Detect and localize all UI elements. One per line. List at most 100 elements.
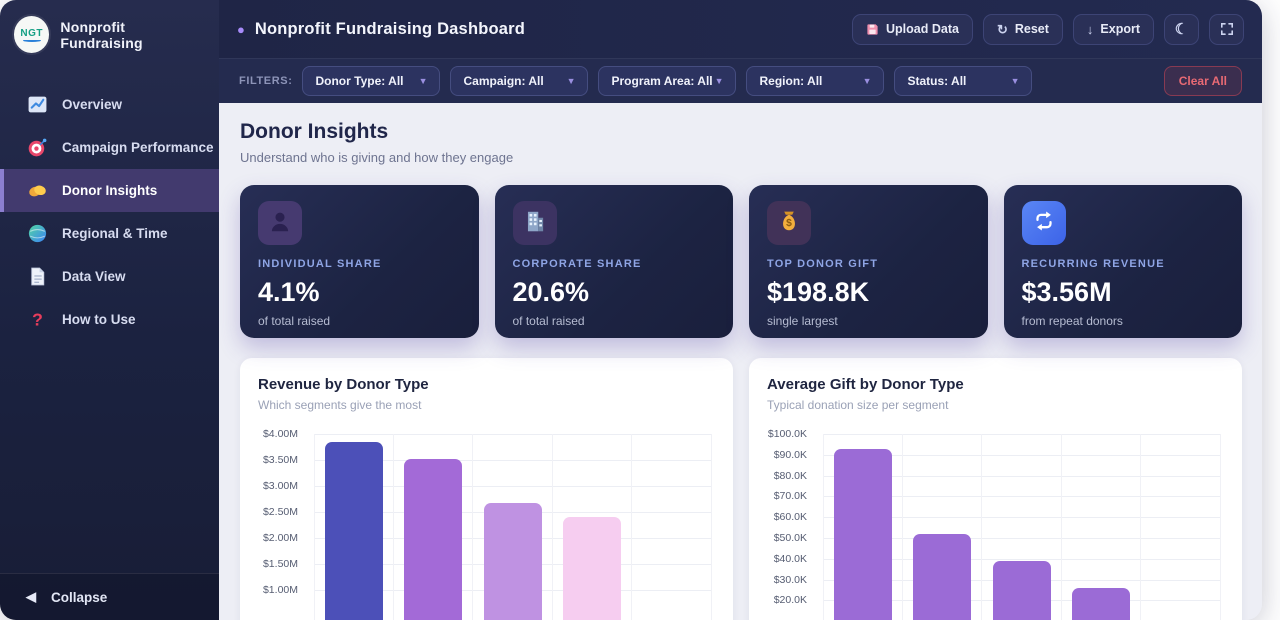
upload-data-button[interactable]: Upload Data [852, 13, 973, 45]
sidebar-item-donor-insights[interactable]: Donor Insights [0, 169, 219, 212]
reset-button[interactable]: ↻ Reset [982, 13, 1063, 45]
sidebar-item-data-view[interactable]: Data View [0, 255, 219, 298]
reset-icon: ↻ [996, 21, 1008, 37]
stat-label: INDIVIDUAL SHARE [258, 258, 382, 270]
gridline [314, 460, 711, 461]
gridline [823, 475, 1220, 477]
stat-subtext: from repeat donors [1021, 314, 1123, 328]
y-tick-label: $40.0K [773, 552, 807, 565]
globe-icon [27, 223, 48, 244]
chart-title: Average Gift by Donor Type [767, 376, 964, 393]
stat-value: $3.56M [1021, 277, 1112, 307]
gridline [313, 434, 315, 620]
y-tick-label: $80.0K [773, 469, 807, 482]
collapse-icon: ◀ [26, 589, 36, 604]
y-tick-label: $50.0K [773, 532, 807, 544]
filter-chip-donor-type[interactable]: Donor Type: All ▼ [302, 66, 441, 96]
chart-card-revenue-by-donor-type: Revenue by Donor Type Which segments give… [240, 358, 733, 620]
top-header: ● Nonprofit Fundraising Dashboard Upload… [219, 0, 1262, 58]
sidebar-item-label: Data View [62, 269, 126, 284]
y-tick-label: $90.0K [773, 448, 807, 461]
y-tick-label: $60.0K [773, 511, 807, 524]
stat-card-corporate-share: CORPORATE SHARE 20.6% of total raised [494, 185, 733, 338]
chart-title: Revenue by Donor Type [258, 376, 429, 393]
filter-chip-status[interactable]: Status: All ▼ [894, 66, 1033, 96]
stat-label: TOP DONOR GIFT [767, 258, 879, 270]
brand: NGT Nonprofit Fundraising [0, 0, 219, 67]
gridline [981, 434, 983, 620]
sidebar-item-campaign-performance[interactable]: Campaign Performance [0, 126, 219, 169]
target-icon [27, 137, 48, 158]
gridline [1219, 434, 1221, 620]
plot [313, 426, 712, 620]
title-dot-icon: ● [237, 21, 245, 37]
gridline [822, 434, 824, 620]
theme-toggle-button[interactable]: ☾ [1164, 13, 1199, 45]
filter-chip-label: Region: All [759, 74, 823, 88]
svg-text:$: $ [786, 218, 792, 229]
main-content: Donor Insights Understand who is giving … [219, 103, 1262, 620]
person-icon [267, 208, 293, 239]
filter-chip-campaign[interactable]: Campaign: All ▼ [450, 66, 589, 96]
floppy-icon [867, 23, 878, 35]
question-icon: ? [27, 309, 48, 330]
stat-tile [512, 201, 557, 245]
stat-label: CORPORATE SHARE [512, 258, 642, 270]
filter-chip-region[interactable]: Region: All ▼ [746, 66, 885, 96]
brand-name: Nonprofit Fundraising [60, 18, 143, 51]
clear-all-button[interactable]: Clear All [1163, 66, 1242, 96]
chevron-down-icon: ▼ [1010, 76, 1020, 86]
bar-2 [913, 533, 972, 620]
stat-subtext: of total raised [512, 314, 585, 328]
filter-chip-program-area[interactable]: Program Area: All ▼ [598, 66, 737, 96]
filter-bar: FILTERS: Donor Type: All ▼ Campaign: All ▼ P… [219, 58, 1262, 103]
gridline [314, 486, 711, 487]
money-bag-icon: $ [776, 208, 802, 239]
dashboard-title: Nonprofit Fundraising Dashboard [254, 19, 526, 38]
stat-tile: $ [767, 201, 811, 245]
y-tick-label: $2.00M [262, 532, 298, 544]
chevron-down-icon: ▼ [714, 76, 724, 86]
sidebar: NGT Nonprofit Fundraising Overview Campai… [0, 0, 219, 620]
document-icon [27, 266, 48, 287]
charts-row: Revenue by Donor Type Which segments give… [240, 358, 1242, 620]
plot [822, 426, 1221, 620]
line-chart-icon [27, 94, 48, 115]
filter-chip-label: Status: All [907, 74, 967, 88]
bar-4 [562, 517, 621, 620]
gridline [1140, 434, 1142, 620]
stat-card-recurring-revenue: RECURRING REVENUE $3.56M from repeat donor… [1003, 185, 1242, 338]
svg-text:?: ? [32, 309, 43, 329]
sidebar-item-overview[interactable]: Overview [0, 83, 219, 126]
stat-value: 4.1% [258, 277, 320, 307]
sidebar-nav: Overview Campaign Performance Donor Insigh… [0, 83, 219, 341]
stat-card-individual-share: INDIVIDUAL SHARE 4.1% of total raised [240, 185, 479, 338]
y-tick-label: $2.50M [262, 506, 298, 518]
y-tick-label: $70.0K [773, 490, 807, 503]
bar-1 [324, 441, 383, 620]
sidebar-item-how-to-use[interactable]: ? How to Use [0, 298, 219, 341]
collapse-button[interactable]: ◀ Collapse [0, 573, 219, 620]
stat-tile [1021, 201, 1066, 245]
gridline [823, 496, 1220, 498]
fullscreen-button[interactable] [1209, 13, 1244, 45]
gridline [551, 434, 553, 620]
stat-value: 20.6% [512, 277, 590, 307]
stat-label: RECURRING REVENUE [1021, 258, 1165, 270]
moon-icon: ☾ [1174, 20, 1189, 38]
sidebar-item-regional-time[interactable]: Regional & Time [0, 212, 219, 255]
y-tick-label: $4.00M [262, 428, 298, 440]
export-button[interactable]: ↓ Export [1072, 13, 1154, 45]
gridline [1060, 434, 1062, 620]
sidebar-item-label: Campaign Performance [62, 140, 214, 155]
y-tick-label: $20.0K [773, 594, 807, 607]
handshake-icon [27, 180, 48, 201]
y-tick-label: $1.50M [262, 558, 298, 570]
gridline [314, 434, 711, 435]
bar-3 [992, 560, 1051, 620]
y-tick-label: $3.00M [262, 480, 298, 492]
gridline [901, 434, 903, 620]
bar-4 [1071, 587, 1130, 620]
chart-subtitle: Which segments give the most [258, 398, 422, 412]
